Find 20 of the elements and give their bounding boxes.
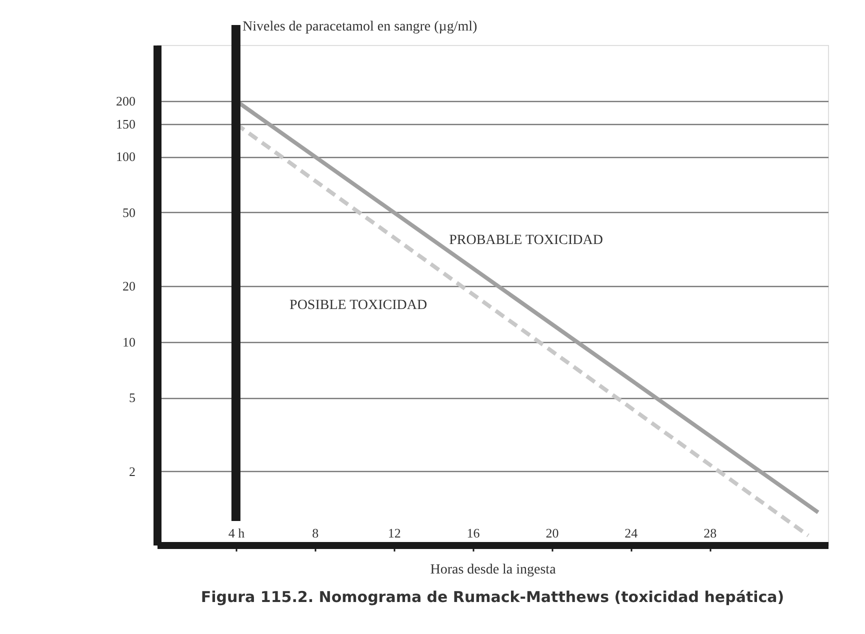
y-tick-label: 10 <box>122 334 136 350</box>
x-tick-label: 4 h <box>228 526 246 540</box>
x-tick-label: 20 <box>546 526 559 540</box>
y-tick-label: 50 <box>122 204 136 220</box>
x-tick-label: 24 <box>624 526 638 540</box>
y-axis-title: Niveles de paracetamol en sangre (µg/ml) <box>242 20 478 34</box>
x-axis-title: Horas desde la ingesta <box>430 562 557 578</box>
y-tick-label: 150 <box>116 116 136 132</box>
text: Figura 115.2. Nomograma de Rumack-Matthews (toxicidad hepática) <box>200 588 784 606</box>
annotation: PROBABLE TOXICIDAD <box>449 233 603 248</box>
y-tick-label: 20 <box>122 278 136 294</box>
y-tick-label: 5 <box>129 390 136 406</box>
x-tick-label: 16 <box>466 526 480 540</box>
x-tick-label: 8 <box>312 526 319 540</box>
y-tick-label: 200 <box>116 93 136 108</box>
x-tick-label: 28 <box>704 526 717 540</box>
y-tick-label: 2 <box>129 464 136 479</box>
x-tick-label: 12 <box>388 526 401 540</box>
y-tick-label: 100 <box>116 149 136 164</box>
annotation: POSIBLE TOXICIDAD <box>290 298 428 313</box>
